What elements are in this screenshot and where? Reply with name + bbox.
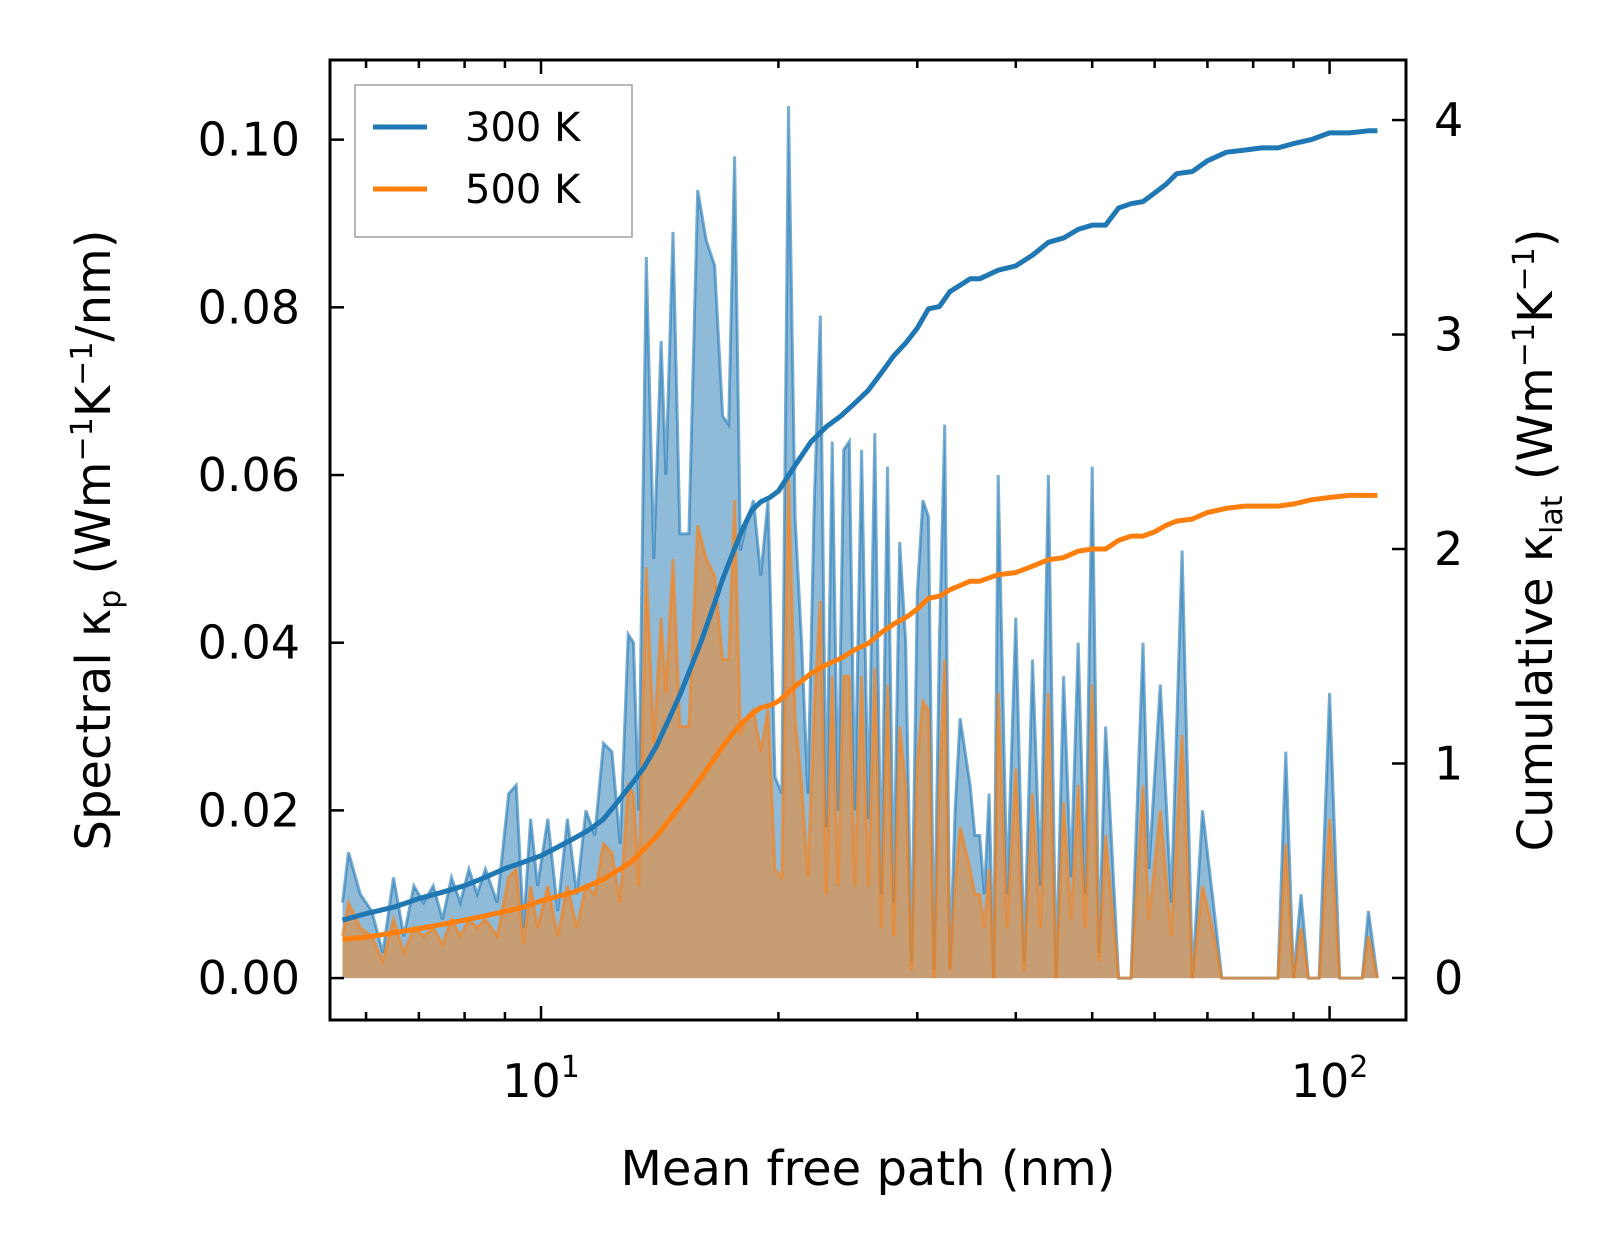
right-tick-label: 3 (1434, 308, 1463, 362)
cumulative-line-300k (341, 128, 1378, 923)
right-axis-title-open: (Wm (1508, 367, 1564, 495)
right-axis-ticks: 0 1 2 3 4 (1392, 93, 1463, 1005)
left-tick-label: 0.06 (198, 448, 300, 502)
legend-label-500k: 500 K (465, 167, 582, 213)
left-tick-label: 0.02 (198, 783, 300, 837)
left-tick-label: 0.00 (198, 951, 300, 1005)
left-axis-title-close: /nm) (66, 230, 122, 342)
left-tick-label: 0.10 (198, 113, 300, 167)
left-tick-label: 0.04 (198, 616, 300, 670)
left-axis-title-mid: K (66, 384, 122, 417)
right-tick-label: 2 (1434, 522, 1463, 576)
spectral-line-300k (341, 106, 1379, 980)
plot-frame (328, 58, 1408, 1022)
x-axis-ticks: 101 102 (364, 60, 1369, 1108)
left-tick-label: 0.08 (198, 280, 300, 334)
x-tick-label: 101 (502, 1050, 580, 1108)
right-tick-label: 1 (1434, 736, 1463, 790)
left-axis-title-sup1: −1 (65, 417, 100, 461)
right-tick-label: 0 (1434, 951, 1463, 1005)
left-axis-title-sup2: −1 (65, 342, 100, 386)
right-axis-title: Cumulative κlat (Wm−1K−1) (1507, 229, 1570, 852)
right-axis-title-sup2: −1 (1507, 247, 1542, 291)
spectral-fill-500k (342, 475, 1378, 979)
right-axis-title-mid: K (1508, 290, 1564, 323)
x-axis-title: Mean free path (nm) (621, 1141, 1116, 1197)
cumulative-series-layer (341, 128, 1378, 942)
legend: 300 K 500 K (354, 84, 633, 238)
right-axis-title-sub: lat (1535, 495, 1570, 534)
right-axis-title-close: ) (1508, 229, 1564, 248)
legend-box (354, 84, 633, 238)
cumulative-line-500k (342, 492, 1378, 942)
left-axis-ticks: 0.00 0.02 0.04 0.06 0.08 0.10 (198, 113, 344, 1005)
x-tick-label: 102 (1291, 1050, 1369, 1108)
right-tick-label: 4 (1434, 93, 1463, 147)
left-axis-title-open: (Wm (66, 462, 122, 590)
left-axis-title-main: Spectral κ (66, 609, 122, 851)
right-axis-title-sup1: −1 (1507, 323, 1542, 367)
left-axis-title-sub: p (93, 590, 128, 609)
right-axis-title-main: Cumulative κ (1508, 534, 1564, 852)
legend-label-300k: 300 K (465, 105, 582, 151)
left-axis-title: Spectral κp (Wm−1K−1/nm) (65, 230, 128, 851)
